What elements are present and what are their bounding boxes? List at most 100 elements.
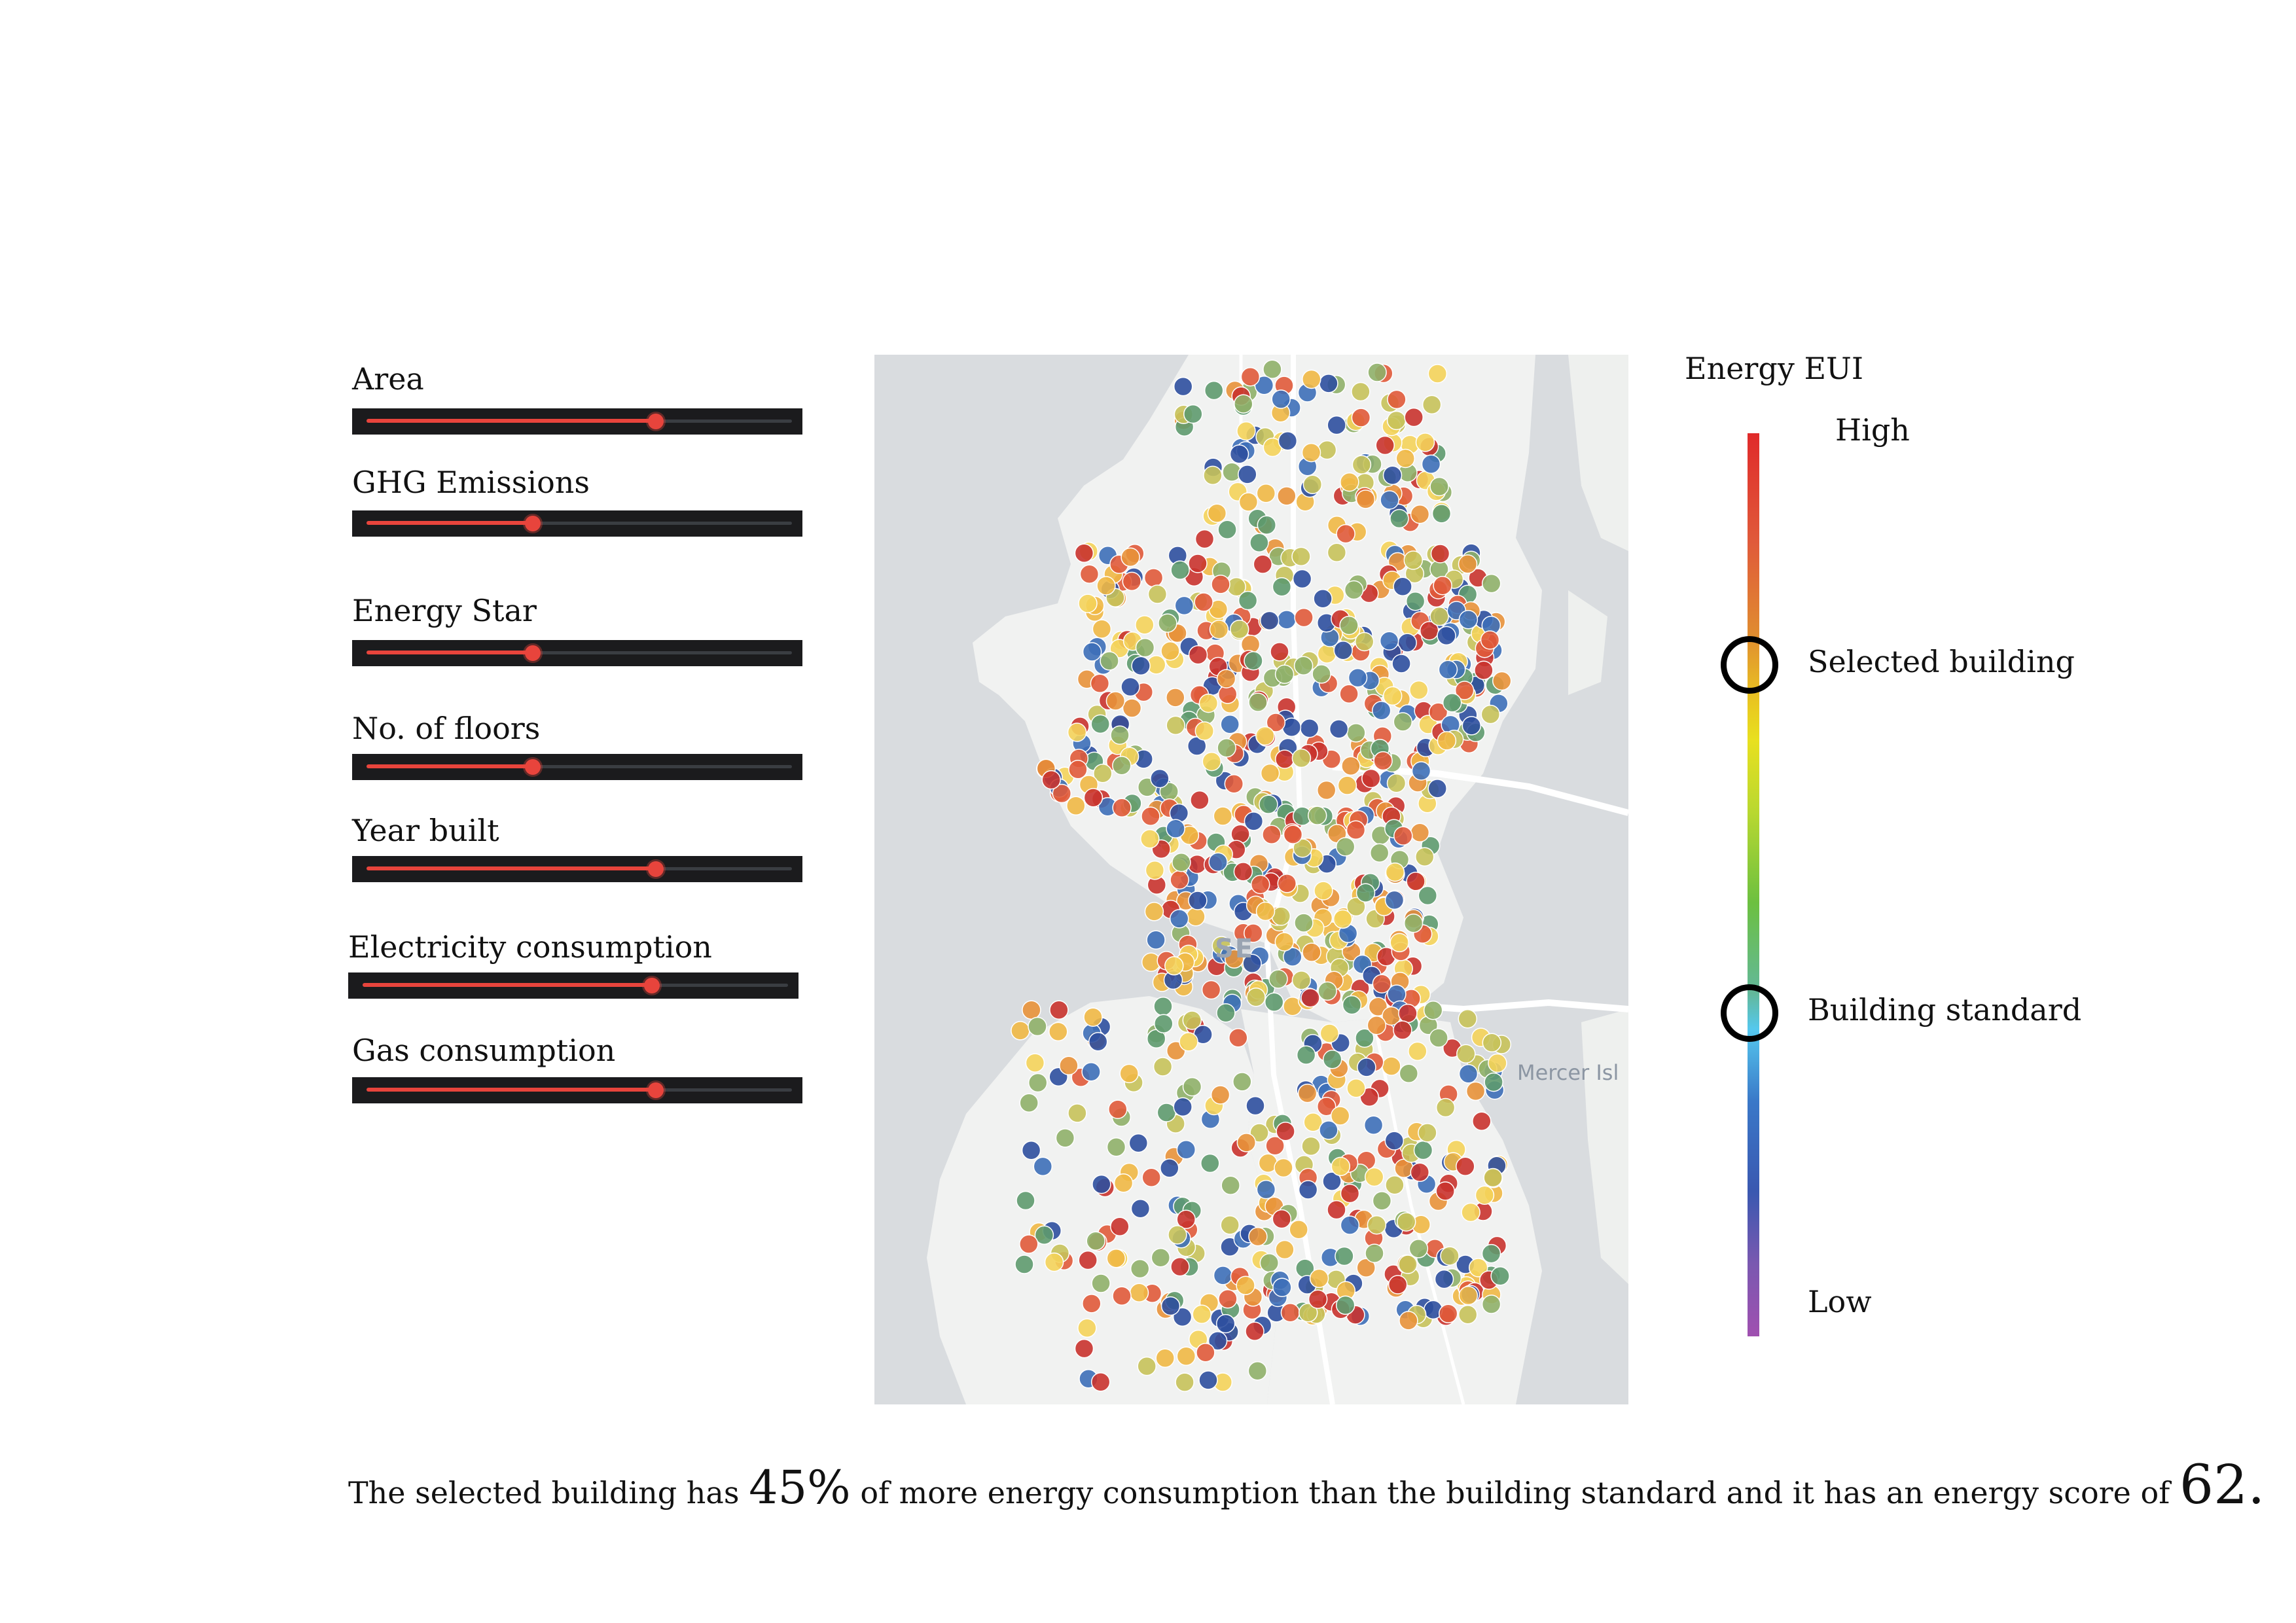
building-dot[interactable] bbox=[1170, 870, 1189, 890]
building-dot[interactable] bbox=[1213, 806, 1233, 826]
building-dot[interactable] bbox=[1351, 408, 1371, 427]
building-dot[interactable] bbox=[1166, 715, 1185, 736]
building-dot[interactable] bbox=[1194, 529, 1215, 549]
building-dot[interactable] bbox=[1327, 543, 1347, 562]
building-dot[interactable] bbox=[1265, 1136, 1285, 1156]
building-dot[interactable] bbox=[1229, 444, 1249, 464]
building-dot[interactable] bbox=[1490, 1266, 1510, 1286]
building-dot[interactable] bbox=[1429, 606, 1449, 626]
building-dot[interactable] bbox=[1393, 826, 1413, 846]
building-dot[interactable] bbox=[1266, 713, 1286, 732]
building-dot[interactable] bbox=[1263, 359, 1282, 379]
building-dot[interactable] bbox=[1067, 1103, 1087, 1123]
building-dot[interactable] bbox=[1130, 1258, 1150, 1279]
building-dot[interactable] bbox=[1274, 932, 1295, 952]
building-dot[interactable] bbox=[1034, 1225, 1054, 1245]
building-dot[interactable] bbox=[1160, 641, 1180, 661]
building-dot[interactable] bbox=[1194, 592, 1213, 612]
building-dot[interactable] bbox=[1289, 1219, 1308, 1240]
building-dot[interactable] bbox=[1393, 712, 1413, 732]
building-dot[interactable] bbox=[1294, 607, 1314, 628]
building-dot[interactable] bbox=[1200, 1153, 1220, 1173]
building-dot[interactable] bbox=[1066, 796, 1086, 816]
building-dot[interactable] bbox=[1454, 681, 1475, 700]
building-dot[interactable] bbox=[1196, 1342, 1215, 1363]
building-dot[interactable] bbox=[1382, 686, 1403, 706]
building-dot[interactable] bbox=[1019, 1234, 1039, 1254]
building-dot[interactable] bbox=[1129, 1283, 1149, 1303]
building-dot[interactable] bbox=[1100, 651, 1119, 671]
building-dot[interactable] bbox=[1172, 1307, 1193, 1327]
building-dot[interactable] bbox=[1363, 1115, 1384, 1135]
building-dot[interactable] bbox=[1333, 641, 1353, 660]
building-dot[interactable] bbox=[1414, 847, 1435, 866]
building-dot[interactable] bbox=[1293, 656, 1314, 675]
building-dot[interactable] bbox=[1440, 1246, 1460, 1266]
building-dot[interactable] bbox=[1316, 780, 1336, 800]
building-dot[interactable] bbox=[1481, 1243, 1501, 1264]
building-dot[interactable] bbox=[1375, 435, 1395, 455]
building-dot[interactable] bbox=[1356, 1258, 1376, 1277]
building-dot[interactable] bbox=[1077, 1318, 1097, 1338]
building-dot[interactable] bbox=[1250, 874, 1270, 895]
building-dot[interactable] bbox=[1121, 547, 1140, 567]
building-dot[interactable] bbox=[1025, 1053, 1045, 1073]
building-dot[interactable] bbox=[1309, 1268, 1329, 1289]
building-dot[interactable] bbox=[1259, 794, 1278, 814]
building-dot[interactable] bbox=[1302, 369, 1321, 389]
building-dot[interactable] bbox=[1458, 1305, 1478, 1325]
building-dot[interactable] bbox=[1367, 363, 1387, 382]
building-dot[interactable] bbox=[1236, 1133, 1257, 1152]
building-dot[interactable] bbox=[1352, 455, 1372, 474]
building-dot[interactable] bbox=[1319, 1120, 1338, 1140]
building-dot[interactable] bbox=[1313, 589, 1333, 609]
building-dot[interactable] bbox=[1418, 885, 1438, 906]
building-dot[interactable] bbox=[1481, 1294, 1501, 1314]
building-dot[interactable] bbox=[1428, 702, 1448, 722]
building-dot[interactable] bbox=[1137, 1356, 1157, 1376]
building-dot[interactable] bbox=[1090, 714, 1110, 734]
building-dot[interactable] bbox=[1429, 1028, 1448, 1048]
building-dot[interactable] bbox=[1408, 1239, 1429, 1258]
building-dot[interactable] bbox=[1384, 1131, 1405, 1150]
building-dot[interactable] bbox=[1082, 1294, 1102, 1313]
building-dot[interactable] bbox=[1110, 725, 1130, 745]
building-dot[interactable] bbox=[1166, 688, 1185, 707]
building-dot[interactable] bbox=[1421, 454, 1441, 474]
building-dot[interactable] bbox=[1387, 389, 1407, 410]
building-map[interactable]: SE Mercer Isl bbox=[874, 355, 1628, 1404]
building-dot[interactable] bbox=[1317, 440, 1337, 460]
building-dot[interactable] bbox=[1157, 1103, 1177, 1122]
building-dot[interactable] bbox=[1379, 631, 1399, 651]
building-dot[interactable] bbox=[1399, 1063, 1419, 1084]
building-dot[interactable] bbox=[1335, 1246, 1354, 1266]
building-dot[interactable] bbox=[1088, 1032, 1108, 1052]
building-dot[interactable] bbox=[1170, 1257, 1190, 1277]
building-dot[interactable] bbox=[1292, 569, 1312, 589]
building-dot[interactable] bbox=[1217, 520, 1237, 540]
building-dot[interactable] bbox=[1236, 1275, 1255, 1295]
slider-track[interactable] bbox=[367, 765, 792, 768]
slider-thumb[interactable] bbox=[644, 978, 660, 993]
building-dot[interactable] bbox=[1238, 465, 1257, 484]
building-dot[interactable] bbox=[1456, 1044, 1476, 1064]
building-dot[interactable] bbox=[1140, 829, 1160, 849]
building-dot[interactable] bbox=[1331, 1156, 1351, 1177]
building-dot[interactable] bbox=[1090, 673, 1110, 693]
building-dot[interactable] bbox=[1217, 738, 1236, 758]
building-dot[interactable] bbox=[1458, 610, 1479, 630]
building-dot[interactable] bbox=[1403, 550, 1424, 570]
building-dot[interactable] bbox=[1172, 852, 1191, 872]
building-dot[interactable] bbox=[1390, 933, 1409, 953]
slider-thumb[interactable] bbox=[524, 645, 541, 661]
building-dot[interactable] bbox=[1437, 731, 1457, 751]
building-dot[interactable] bbox=[1340, 1183, 1360, 1204]
building-dot[interactable] bbox=[1312, 664, 1331, 684]
building-dot[interactable] bbox=[1442, 693, 1462, 713]
building-dot[interactable] bbox=[1244, 651, 1263, 671]
building-dot[interactable] bbox=[1194, 721, 1215, 741]
building-dot[interactable] bbox=[1422, 395, 1442, 415]
building-dot[interactable] bbox=[1274, 1158, 1293, 1178]
building-dot[interactable] bbox=[1431, 504, 1452, 524]
building-dot[interactable] bbox=[1335, 1295, 1355, 1315]
